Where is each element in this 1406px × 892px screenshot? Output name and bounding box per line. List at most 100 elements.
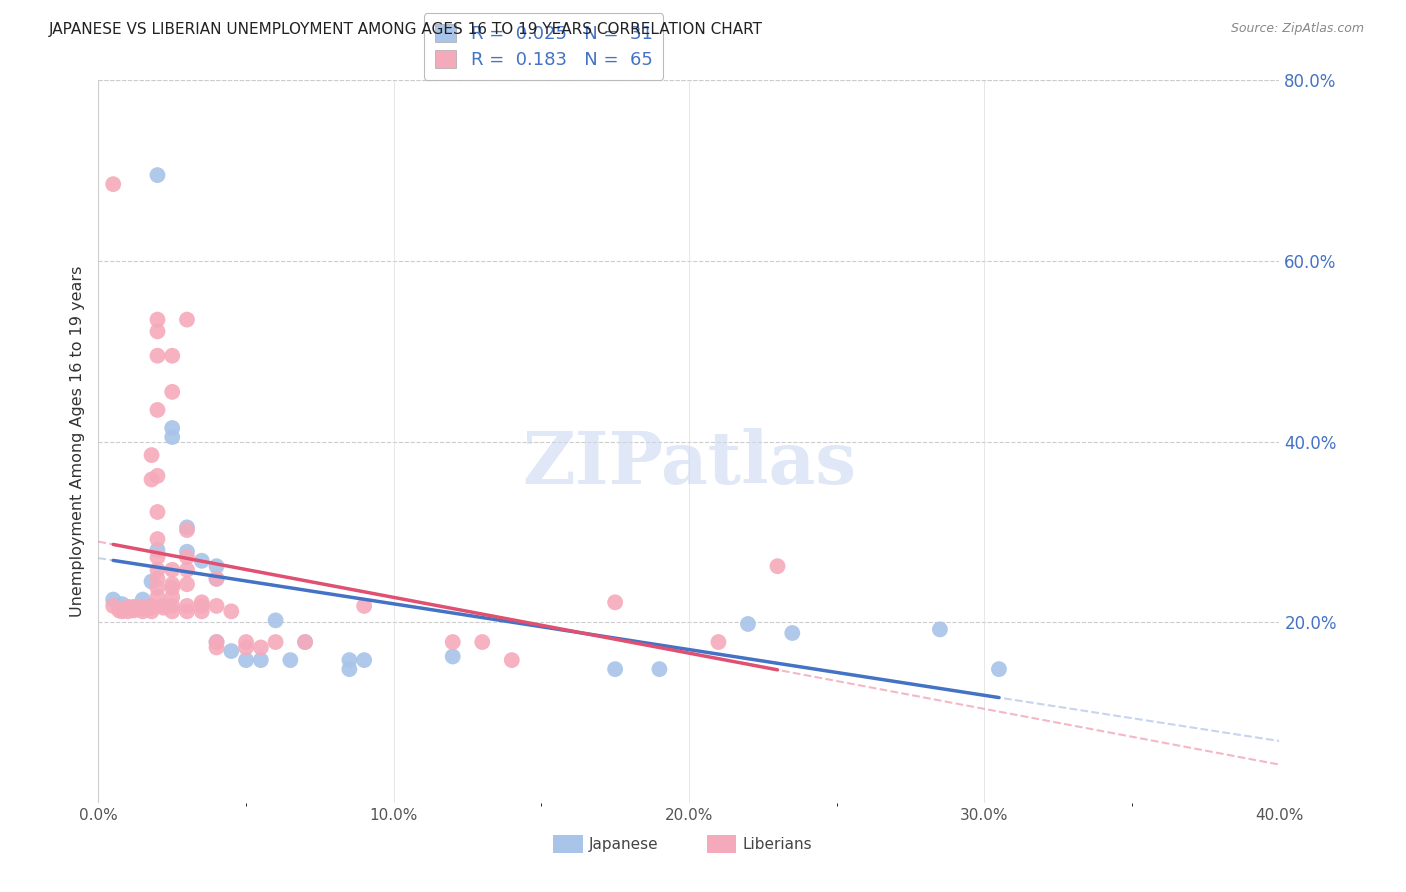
Point	[988, 662, 1011, 676]
Point	[605, 662, 627, 676]
Point	[221, 604, 243, 618]
Point	[441, 635, 464, 649]
Point	[162, 421, 183, 435]
Point	[176, 577, 198, 591]
Point	[205, 635, 228, 649]
Point	[146, 349, 169, 363]
Point	[146, 550, 169, 565]
Point	[191, 554, 214, 568]
Text: ZIPatlas: ZIPatlas	[522, 428, 856, 499]
Point	[235, 640, 257, 655]
Point	[162, 599, 183, 613]
Point	[111, 604, 134, 618]
Text: Liberians: Liberians	[742, 838, 811, 852]
Point	[205, 635, 228, 649]
Point	[146, 542, 169, 557]
Point	[146, 468, 169, 483]
Point	[111, 597, 134, 611]
Point	[264, 635, 287, 649]
Point	[176, 520, 198, 534]
Point	[280, 653, 302, 667]
Point	[146, 590, 169, 604]
Point	[146, 168, 169, 182]
Point	[191, 599, 214, 613]
Point	[141, 604, 163, 618]
Point	[103, 599, 125, 613]
Point	[339, 653, 361, 667]
Y-axis label: Unemployment Among Ages 16 to 19 years: Unemployment Among Ages 16 to 19 years	[69, 266, 84, 617]
Point	[205, 572, 228, 586]
Point	[471, 635, 494, 649]
Point	[176, 563, 198, 577]
Point	[146, 312, 169, 326]
Point	[205, 572, 228, 586]
Point	[648, 662, 671, 676]
Point	[146, 324, 169, 338]
Point	[162, 581, 183, 595]
Point	[441, 649, 464, 664]
Point	[146, 563, 169, 577]
Point	[353, 599, 375, 613]
Point	[766, 559, 789, 574]
Point	[122, 603, 145, 617]
Point	[205, 559, 228, 574]
Point	[176, 545, 198, 559]
Point	[221, 644, 243, 658]
Point	[176, 312, 198, 326]
Point	[141, 574, 163, 589]
Point	[146, 403, 169, 417]
Legend: R =  0.025   N =  31, R =  0.183   N =  65: R = 0.025 N = 31, R = 0.183 N = 65	[423, 13, 664, 80]
Point	[146, 505, 169, 519]
Point	[250, 653, 273, 667]
Point	[929, 623, 952, 637]
Point	[176, 523, 198, 537]
Point	[122, 599, 145, 614]
Point	[117, 604, 139, 618]
Point	[294, 635, 316, 649]
Point	[176, 599, 198, 613]
Point	[205, 640, 228, 655]
Text: Source: ZipAtlas.com: Source: ZipAtlas.com	[1230, 22, 1364, 36]
Point	[108, 603, 131, 617]
Point	[146, 572, 169, 586]
Point	[250, 640, 273, 655]
Text: Japanese: Japanese	[589, 838, 658, 852]
Bar	[553, 835, 582, 854]
Point	[501, 653, 523, 667]
Point	[176, 604, 198, 618]
Point	[235, 653, 257, 667]
Point	[122, 601, 145, 615]
Point	[146, 532, 169, 546]
Bar	[707, 835, 737, 854]
Point	[707, 635, 730, 649]
Point	[162, 563, 183, 577]
Point	[132, 592, 155, 607]
Point	[176, 550, 198, 565]
Point	[162, 604, 183, 618]
Text: JAPANESE VS LIBERIAN UNEMPLOYMENT AMONG AGES 16 TO 19 YEARS CORRELATION CHART: JAPANESE VS LIBERIAN UNEMPLOYMENT AMONG …	[49, 22, 763, 37]
Point	[103, 592, 125, 607]
Point	[141, 473, 163, 487]
Point	[132, 599, 155, 614]
Point	[782, 626, 804, 640]
Point	[339, 662, 361, 676]
Point	[141, 600, 163, 615]
Point	[737, 617, 759, 632]
Point	[162, 590, 183, 604]
Point	[162, 349, 183, 363]
Point	[162, 577, 183, 591]
Point	[191, 595, 214, 609]
Point	[152, 599, 174, 613]
Point	[162, 430, 183, 444]
Point	[353, 653, 375, 667]
Point	[152, 600, 174, 615]
Point	[205, 599, 228, 613]
Point	[146, 581, 169, 595]
Point	[132, 601, 155, 615]
Point	[141, 448, 163, 462]
Point	[132, 604, 155, 618]
Point	[264, 613, 287, 627]
Point	[103, 177, 125, 191]
Point	[235, 635, 257, 649]
Point	[605, 595, 627, 609]
